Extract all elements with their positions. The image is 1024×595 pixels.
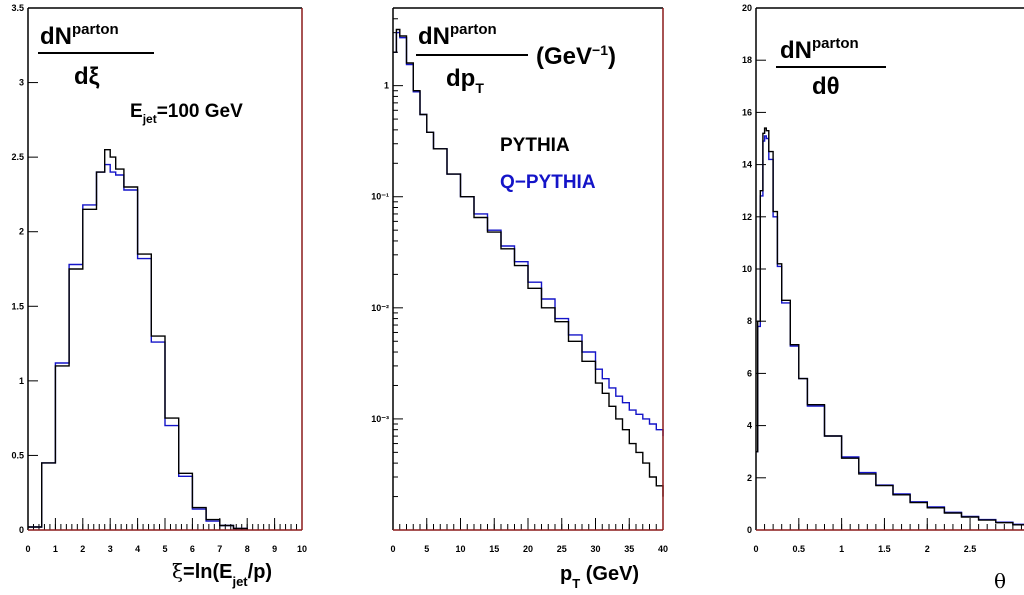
p2-ylabel-sup: parton bbox=[450, 21, 497, 38]
p1-ytick-label: 3.5 bbox=[11, 3, 24, 13]
p3-ytick-label: 14 bbox=[742, 160, 752, 170]
p2-xtick-label: 5 bbox=[424, 544, 429, 554]
p2-series bbox=[393, 28, 664, 497]
p1-series-pythia bbox=[28, 149, 248, 530]
p2-xtick-label: 40 bbox=[658, 544, 668, 554]
p2-series-qpythia bbox=[393, 31, 664, 437]
p1-xtick-label: 7 bbox=[217, 544, 222, 554]
p3-ylabel: dNparton dθ bbox=[776, 35, 886, 100]
p1-ytick-label: 1.5 bbox=[11, 301, 24, 311]
p3-tick-labels: 0 0.5 1 1.5 2 2.5 0 2 4 6 8 10 12 14 16 18 20 bbox=[742, 3, 976, 554]
p3-ytick-label: 10 bbox=[742, 264, 752, 274]
p1-ytick-label: 0.5 bbox=[11, 450, 24, 460]
p3-series-pythia bbox=[756, 127, 1024, 526]
p2-xtick-label: 10 bbox=[455, 544, 465, 554]
p3-xlabel: θ bbox=[994, 569, 1006, 593]
p1-series-qpythia bbox=[28, 163, 248, 530]
p2-ylabel: dNparton dpT (GeV−1) bbox=[416, 21, 616, 96]
p3-xtick-label: 0 bbox=[753, 544, 758, 554]
p1-ytick-label: 2 bbox=[19, 227, 24, 237]
p1-ytick-label: 2.5 bbox=[11, 152, 24, 162]
p1-xtick-label: 6 bbox=[190, 544, 195, 554]
svg-text:(GeV−1): (GeV−1) bbox=[536, 42, 616, 70]
p3-xtick-label: 2 bbox=[925, 544, 930, 554]
p2-tick-labels: 0 5 10 15 20 25 30 35 40 10⁻³ 10⁻² 10⁻¹ 1 bbox=[371, 81, 668, 554]
p2-ytick-label: 10⁻¹ bbox=[371, 192, 389, 202]
p1-xtick-label: 2 bbox=[80, 544, 85, 554]
p1-energy-annotation: Ejet=100 GeV bbox=[130, 101, 243, 126]
p1-xtick-label: 3 bbox=[108, 544, 113, 554]
legend-qpythia: Q−PYTHIA bbox=[500, 172, 596, 193]
p2-xtick-label: 15 bbox=[489, 544, 499, 554]
p3-ylabel-sup: parton bbox=[812, 35, 859, 52]
p1-ytick-label: 3 bbox=[19, 78, 24, 88]
p2-xtick-label: 30 bbox=[590, 544, 600, 554]
p1-tick-labels: 0 1 2 3 4 5 6 7 8 9 10 0 0.5 1 1.5 2 2.5 3 3.5 bbox=[11, 3, 307, 554]
p2-ylabel-units-post: ) bbox=[608, 43, 616, 70]
p3-frame bbox=[755, 7, 1024, 531]
p2-ylabel-units: (GeV bbox=[536, 43, 592, 70]
svg-text:dNparton: dNparton bbox=[780, 35, 859, 64]
p3-ytick-label: 12 bbox=[742, 212, 752, 222]
p3-ytick-label: 16 bbox=[742, 107, 752, 117]
p2-ylabel-units-sup: −1 bbox=[592, 42, 608, 58]
p1-xtick-label: 5 bbox=[162, 544, 167, 554]
p3-ytick-label: 6 bbox=[747, 368, 752, 378]
p1-xtick-label: 1 bbox=[53, 544, 58, 554]
p1-xtick-label: 8 bbox=[245, 544, 250, 554]
p3-xtick-label: 2.5 bbox=[964, 544, 977, 554]
p3-ytick-label: 20 bbox=[742, 3, 752, 13]
p2-ytick-label: 10⁻² bbox=[371, 303, 389, 313]
p1-ylabel-den: dξ bbox=[74, 63, 100, 90]
svg-text:dpT: dpT bbox=[446, 65, 484, 96]
p1-xtick-label: 9 bbox=[272, 544, 277, 554]
p2-series-pythia bbox=[393, 28, 664, 497]
p3-series-qpythia bbox=[756, 135, 1024, 525]
p1-ylabel-num: dN bbox=[40, 23, 72, 50]
p2-xtick-label: 20 bbox=[523, 544, 533, 554]
p3-xtick-label: 1 bbox=[839, 544, 844, 554]
p3-ytick-label: 18 bbox=[742, 55, 752, 65]
svg-text:dθ: dθ bbox=[812, 73, 840, 100]
p3-ytick-label: 2 bbox=[747, 473, 752, 483]
p1-xtick-label: 10 bbox=[297, 544, 307, 554]
p3-ytick-label: 8 bbox=[747, 316, 752, 326]
panel-theta: 0 0.5 1 1.5 2 2.5 0 2 4 6 8 10 12 14 16 18 20 dNparton d… bbox=[742, 3, 1024, 593]
p2-ylabel-den-sub: T bbox=[475, 80, 484, 96]
p2-xtick-label: 35 bbox=[624, 544, 634, 554]
p2-xtick-label: 25 bbox=[557, 544, 567, 554]
p2-xtick-label: 0 bbox=[390, 544, 395, 554]
p3-ytick-label: 4 bbox=[747, 421, 752, 431]
p1-frame bbox=[27, 7, 303, 531]
panel-pt: 0 5 10 15 20 25 30 35 40 10⁻³ 10⁻² 10⁻¹ 1 dNparton d… bbox=[371, 7, 668, 591]
p1-ylabel: dNparton dξ bbox=[38, 21, 154, 90]
p1-ytick-label: 0 bbox=[19, 525, 24, 535]
p2-xlabel: pT (GeV) bbox=[560, 563, 639, 591]
p3-series bbox=[756, 127, 1024, 526]
p2-ytick-label: 10⁻³ bbox=[371, 414, 389, 424]
svg-text:dNparton: dNparton bbox=[40, 21, 119, 50]
p1-xlabel: ξ=ln(Ejet/p) bbox=[172, 559, 272, 589]
p2-ticks bbox=[392, 7, 664, 530]
svg-text:dξ: dξ bbox=[74, 63, 100, 90]
p2-frame bbox=[392, 7, 664, 531]
p2-ytick-label: 1 bbox=[384, 81, 389, 91]
p3-xtick-label: 0.5 bbox=[793, 544, 806, 554]
p2-ylabel-den: dp bbox=[446, 65, 475, 92]
p3-xtick-label: 1.5 bbox=[878, 544, 891, 554]
p1-xtick-label: 4 bbox=[135, 544, 140, 554]
p1-ylabel-sup: parton bbox=[72, 21, 119, 38]
panel-xi: 0 1 2 3 4 5 6 7 8 9 10 0 0.5 1 1.5 2 2.5 3 3.5 dNparton dξ… bbox=[11, 3, 307, 589]
legend-pythia: PYTHIA bbox=[500, 135, 570, 156]
svg-text:dNparton: dNparton bbox=[418, 21, 497, 50]
p3-ytick-label: 0 bbox=[747, 525, 752, 535]
p1-series bbox=[28, 149, 248, 530]
p1-xtick-label: 0 bbox=[25, 544, 30, 554]
p3-ylabel-den: dθ bbox=[812, 73, 840, 100]
p3-ylabel-num: dN bbox=[780, 37, 812, 64]
p1-ytick-label: 1 bbox=[19, 376, 24, 386]
p2-ylabel-num: dN bbox=[418, 23, 450, 50]
p3-ticks bbox=[755, 7, 1022, 531]
